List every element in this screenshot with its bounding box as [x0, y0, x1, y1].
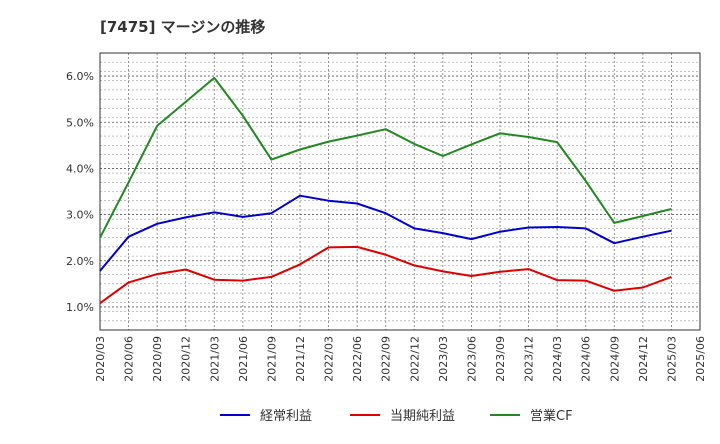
- y-tick-label: 6.0%: [66, 70, 94, 83]
- x-tick-label: 2025/06: [694, 336, 707, 382]
- series-line: [99, 76, 672, 239]
- chart-title: [7475] マージンの推移: [100, 18, 265, 36]
- x-tick-label: 2022/09: [380, 336, 393, 382]
- legend-item: 当期純利益: [350, 409, 455, 424]
- legend-item: 経常利益: [220, 409, 312, 424]
- x-tick-label: 2024/06: [580, 336, 593, 382]
- legend-item: 営業CF: [490, 408, 573, 424]
- x-tick-label: 2020/09: [151, 336, 164, 382]
- series-line: [99, 245, 672, 305]
- x-tick-label: 2021/12: [294, 336, 307, 382]
- x-tick-label: 2023/12: [523, 336, 536, 382]
- x-tick-label: 2024/09: [608, 336, 621, 382]
- y-tick-label: 2.0%: [66, 255, 94, 268]
- legend-label: 営業CF: [530, 408, 573, 424]
- x-tick-label: 2023/03: [437, 336, 450, 382]
- legend: 経常利益 当期純利益 営業CF: [220, 408, 573, 424]
- x-tick-label: 2024/03: [551, 336, 564, 382]
- x-tick-label: 2020/06: [123, 336, 136, 382]
- y-tick-label: 3.0%: [66, 209, 94, 222]
- x-tick-label: 2021/09: [265, 336, 278, 382]
- series-lines: [99, 76, 672, 305]
- x-tick-label: 2024/12: [637, 336, 650, 382]
- x-tick-label: 2023/09: [494, 336, 507, 382]
- x-tick-label: 2020/03: [94, 336, 107, 382]
- y-tick-label: 5.0%: [66, 116, 94, 129]
- x-tick-label: 2022/06: [351, 336, 364, 382]
- x-tick-label: 2022/03: [323, 336, 336, 382]
- y-tick-label: 4.0%: [66, 162, 94, 175]
- x-axis: 2020/03 2020/06 2020/09 2020/12 2021/03 2021/…: [94, 336, 707, 382]
- x-tick-label: 2023/06: [465, 336, 478, 382]
- x-tick-label: 2025/03: [665, 336, 678, 382]
- series-line: [99, 194, 672, 272]
- legend-label: 経常利益: [260, 409, 312, 424]
- y-tick-label: 1.0%: [66, 301, 94, 314]
- legend-label: 当期純利益: [390, 409, 455, 424]
- x-tick-label: 2020/12: [180, 336, 193, 382]
- x-tick-label: 2021/06: [237, 336, 250, 382]
- y-axis: 1.0% 2.0% 3.0% 4.0% 5.0% 6.0%: [66, 70, 94, 314]
- x-tick-label: 2022/12: [408, 336, 421, 382]
- plot-area: [99, 52, 701, 331]
- x-tick-label: 2021/03: [208, 336, 221, 382]
